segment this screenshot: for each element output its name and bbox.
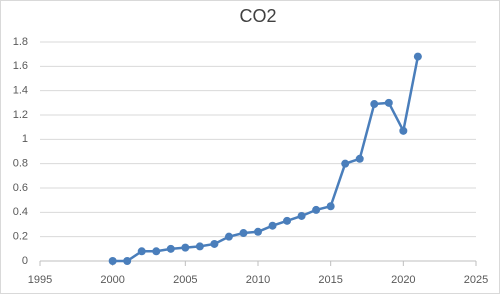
marker bbox=[399, 126, 408, 135]
series-line bbox=[112, 56, 420, 263]
marker bbox=[210, 239, 219, 248]
marker bbox=[326, 202, 335, 211]
chart-title: CO2 bbox=[239, 6, 276, 26]
marker bbox=[355, 154, 364, 163]
x-tick-label: 2015 bbox=[318, 274, 342, 286]
marker bbox=[152, 247, 161, 256]
marker bbox=[283, 216, 292, 225]
y-tick-label: 0.2 bbox=[13, 231, 28, 243]
marker bbox=[254, 227, 262, 236]
marker bbox=[166, 244, 175, 253]
x-tick-label: 2025 bbox=[464, 274, 488, 286]
y-tick-label: 0.4 bbox=[13, 206, 28, 218]
marker bbox=[384, 98, 393, 107]
marker bbox=[268, 221, 277, 230]
marker bbox=[181, 243, 190, 252]
x-tick-label: 2005 bbox=[173, 274, 197, 286]
marker bbox=[108, 257, 117, 265]
y-tick-label: 0 bbox=[22, 255, 28, 267]
x-tick-label: 1995 bbox=[28, 274, 52, 286]
marker bbox=[341, 159, 350, 168]
marker bbox=[137, 247, 146, 256]
marker bbox=[195, 242, 204, 251]
marker bbox=[239, 229, 248, 238]
x-tick-label: 2020 bbox=[391, 274, 415, 286]
y-tick-label: 1.2 bbox=[13, 109, 28, 121]
marker bbox=[123, 257, 132, 265]
y-tick-label: 1 bbox=[22, 133, 28, 145]
y-tick-label: 1.6 bbox=[13, 60, 28, 72]
y-tick-label: 1.4 bbox=[13, 85, 28, 97]
marker bbox=[312, 205, 321, 214]
x-tick-label: 2010 bbox=[246, 274, 270, 286]
y-tick-label: 1.8 bbox=[13, 36, 28, 48]
marker bbox=[413, 52, 422, 61]
x-tick-label: 2000 bbox=[100, 274, 124, 286]
marker bbox=[224, 232, 233, 241]
y-tick-label: 0.6 bbox=[13, 182, 28, 194]
marker bbox=[370, 100, 379, 109]
marker bbox=[297, 211, 306, 220]
y-tick-label: 0.8 bbox=[13, 158, 28, 170]
